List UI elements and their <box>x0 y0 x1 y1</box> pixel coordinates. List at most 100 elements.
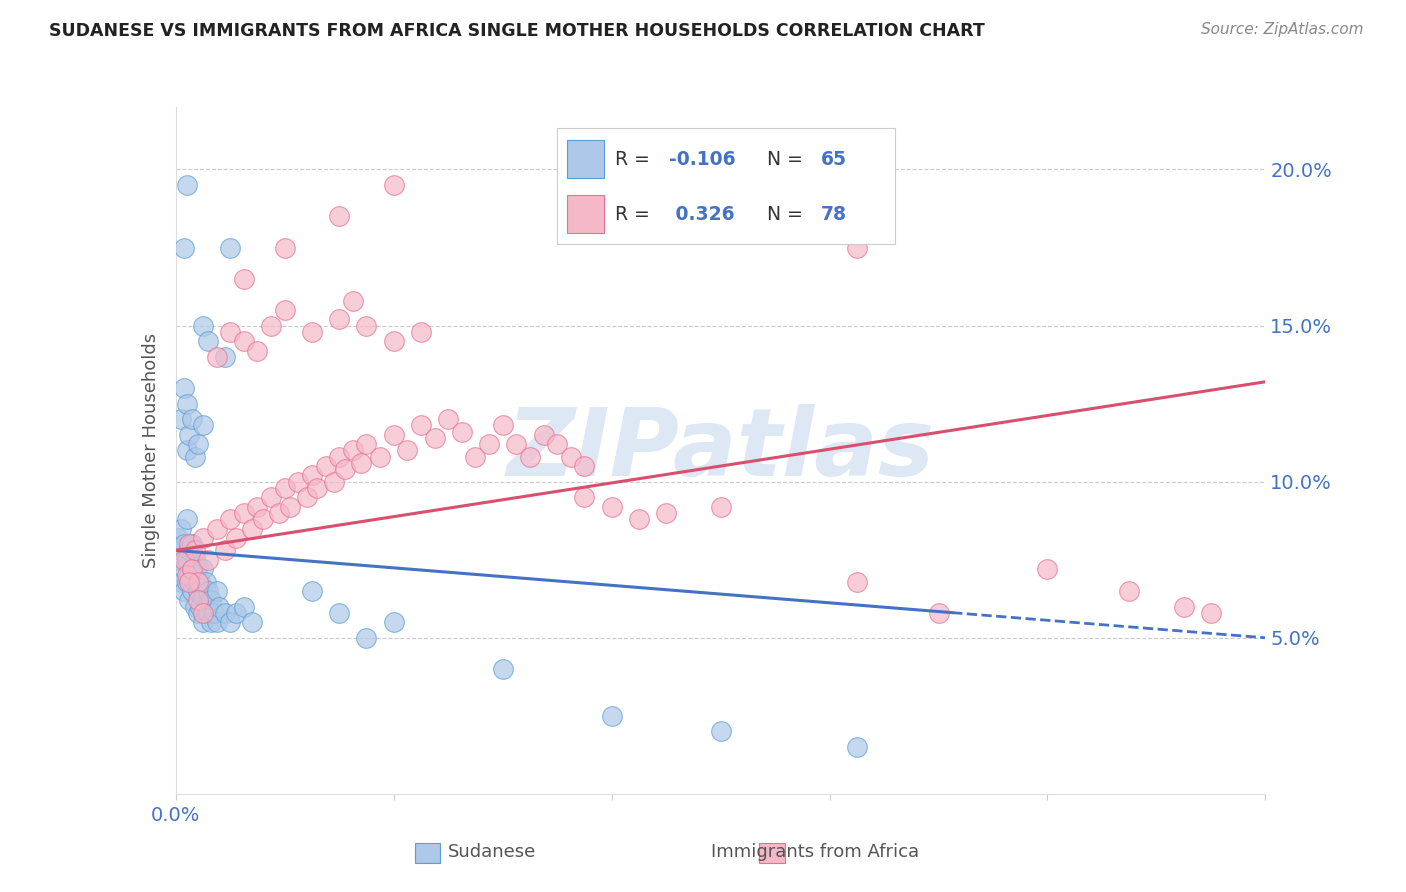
Point <box>260 318 283 333</box>
Point <box>179 543 201 558</box>
Point <box>356 318 378 333</box>
Point <box>179 574 201 589</box>
Point <box>845 574 868 589</box>
Point <box>260 490 283 504</box>
Point <box>191 318 214 333</box>
Point <box>655 506 678 520</box>
Point <box>492 418 515 433</box>
Text: SUDANESE VS IMMIGRANTS FROM AFRICA SINGLE MOTHER HOUSEHOLDS CORRELATION CHART: SUDANESE VS IMMIGRANTS FROM AFRICA SINGL… <box>49 22 986 40</box>
Point <box>173 240 195 255</box>
Point <box>194 599 217 614</box>
Point <box>409 325 432 339</box>
Point <box>170 521 193 535</box>
Point <box>194 574 217 589</box>
Point <box>186 437 209 451</box>
Point <box>205 350 228 364</box>
Point <box>278 500 301 514</box>
Point <box>350 456 373 470</box>
Point <box>574 458 596 473</box>
Point <box>186 583 209 598</box>
Point <box>186 606 209 620</box>
Point <box>179 537 201 551</box>
Point <box>219 512 242 526</box>
Point <box>197 552 219 567</box>
Point <box>246 343 269 358</box>
Point <box>181 562 204 576</box>
Point <box>845 240 868 255</box>
Point <box>232 334 254 348</box>
Point <box>176 574 198 589</box>
Point <box>333 462 356 476</box>
Point <box>600 708 623 723</box>
Point <box>301 325 323 339</box>
Point <box>252 512 274 526</box>
Point <box>225 531 247 545</box>
Point <box>240 521 263 535</box>
Point <box>219 240 242 255</box>
Point <box>214 606 236 620</box>
Point <box>287 475 309 489</box>
Point <box>202 606 225 620</box>
Point <box>191 531 214 545</box>
Point <box>710 500 733 514</box>
Point <box>191 418 214 433</box>
Point <box>173 381 195 395</box>
Point <box>328 606 350 620</box>
Y-axis label: Single Mother Households: Single Mother Households <box>142 333 160 568</box>
Point <box>301 583 323 598</box>
Point <box>478 437 501 451</box>
Point <box>295 490 318 504</box>
Point <box>170 543 193 558</box>
Point <box>322 475 344 489</box>
Point <box>179 427 201 442</box>
Point <box>191 606 214 620</box>
Text: ZIPatlas: ZIPatlas <box>506 404 935 497</box>
Point <box>274 240 297 255</box>
Point <box>246 500 269 514</box>
Point <box>184 549 207 564</box>
Point <box>184 599 207 614</box>
Point <box>176 552 198 567</box>
Point <box>181 583 204 598</box>
Point <box>269 506 291 520</box>
Point <box>368 450 391 464</box>
Point <box>219 615 242 630</box>
Point <box>382 427 405 442</box>
Point <box>1199 606 1222 620</box>
Point <box>301 468 323 483</box>
Point <box>342 443 364 458</box>
Point <box>205 521 228 535</box>
Point <box>627 512 650 526</box>
Point <box>184 543 207 558</box>
Point <box>1118 583 1140 598</box>
Point <box>356 437 378 451</box>
Point <box>205 583 228 598</box>
Point <box>170 574 193 589</box>
Point <box>176 178 198 192</box>
Point <box>464 450 486 464</box>
Point <box>214 543 236 558</box>
Point <box>188 599 211 614</box>
Point <box>170 412 193 426</box>
Point <box>173 583 195 598</box>
Point <box>328 450 350 464</box>
Point <box>197 583 219 598</box>
Point <box>342 293 364 308</box>
Point <box>240 615 263 630</box>
Point <box>181 562 204 576</box>
Point <box>191 615 214 630</box>
Point <box>928 606 950 620</box>
Point <box>176 568 198 582</box>
Point <box>186 558 209 574</box>
Point <box>181 412 204 426</box>
Point <box>176 396 198 410</box>
Point <box>191 591 214 605</box>
Point <box>176 512 198 526</box>
Point <box>167 552 190 567</box>
Point <box>197 334 219 348</box>
Point <box>173 537 195 551</box>
Point <box>505 437 527 451</box>
Point <box>307 481 329 495</box>
Point <box>382 178 405 192</box>
Point <box>315 458 337 473</box>
